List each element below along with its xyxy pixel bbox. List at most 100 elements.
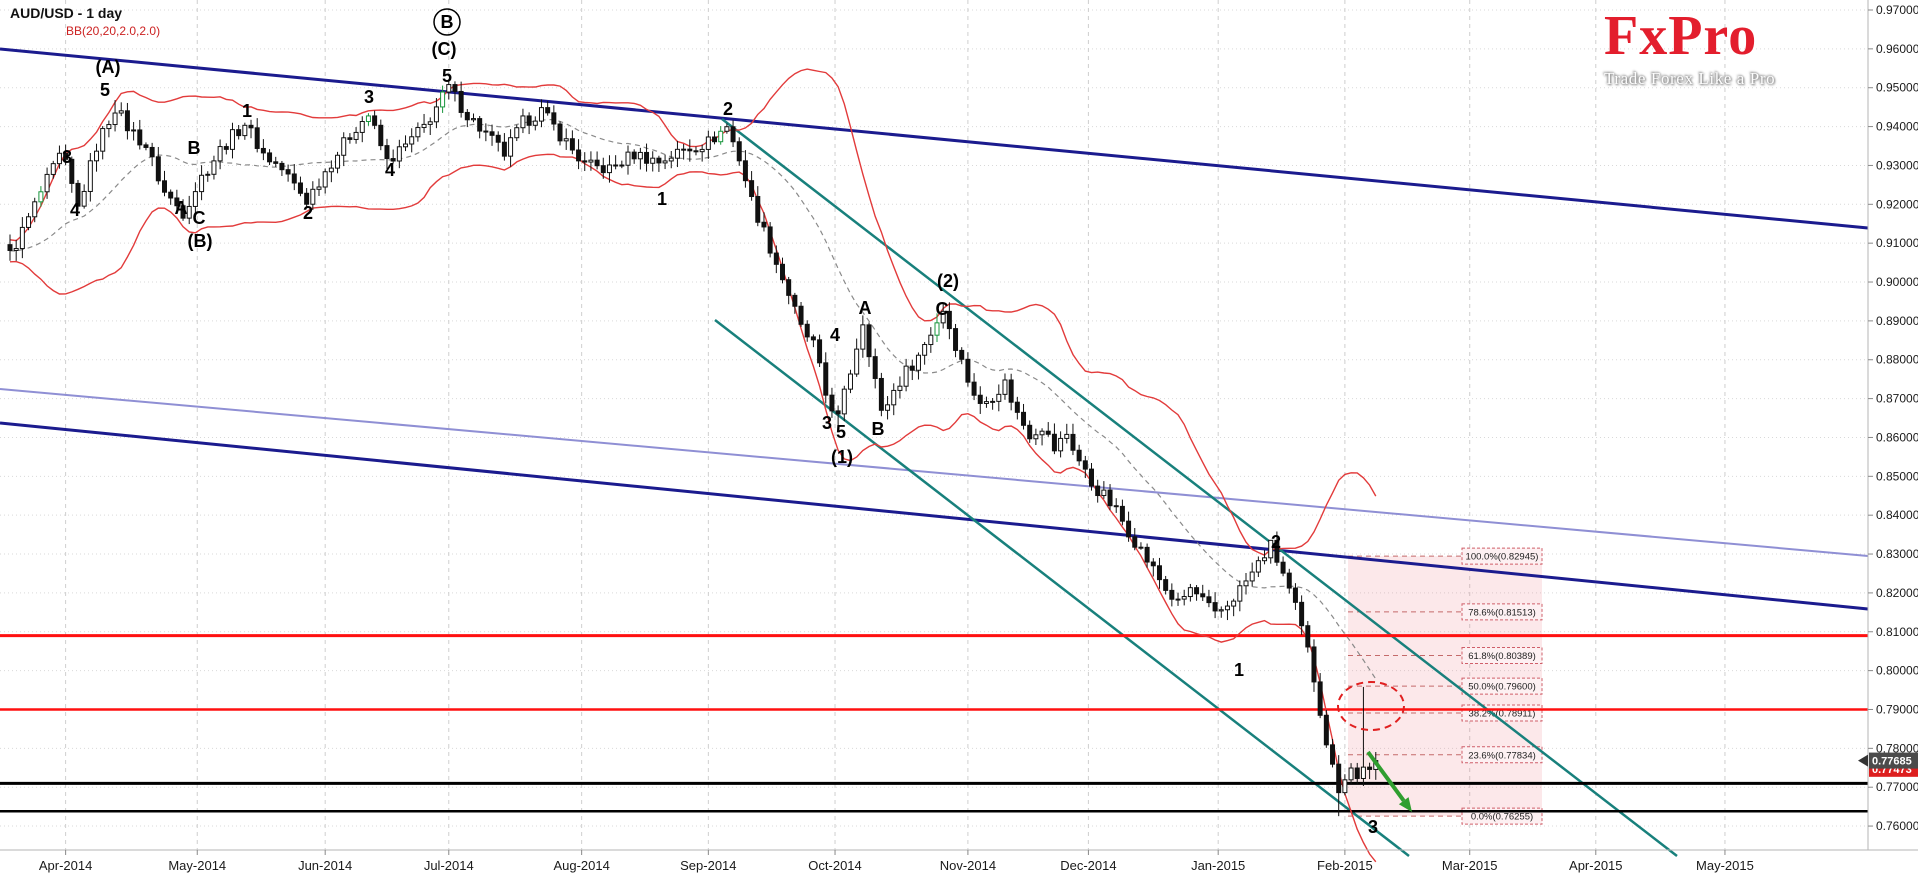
fib-level-label: 23.6%(0.77834) — [1468, 750, 1536, 761]
time-axis-label: Apr-2015 — [1569, 858, 1622, 873]
price-axis-label: 0.77000 — [1876, 780, 1918, 794]
price-axis-label: 0.94000 — [1876, 120, 1918, 134]
price-axis-label: 0.96000 — [1876, 42, 1918, 56]
wave-label: 4 — [70, 200, 80, 220]
time-axis-label: Mar-2015 — [1442, 858, 1498, 873]
price-axis-label: 0.90000 — [1876, 275, 1918, 289]
price-axis-label: 0.93000 — [1876, 158, 1918, 172]
fxpro-logo: FxPro Trade Forex Like a Pro — [1604, 8, 1914, 89]
bb-middle-band — [9, 118, 1377, 680]
wave-label: B — [188, 138, 201, 158]
price-axis-label: 0.81000 — [1876, 625, 1918, 639]
horizontal-levels — [0, 634, 1868, 813]
price-axis: 0.97000 0.96000 0.95000 0.94000 0.93000 0.920… — [1867, 0, 1918, 850]
price-axis-label: 0.85000 — [1876, 469, 1918, 483]
fib-level-label: 38.2%(0.78911) — [1469, 708, 1536, 719]
time-axis-label: Jun-2014 — [298, 858, 352, 873]
wave-label: 4 — [385, 160, 395, 180]
wave-label: 1 — [657, 189, 667, 209]
price-axis-label: 0.91000 — [1876, 236, 1918, 250]
wave-label: 3 — [62, 147, 72, 167]
wave-label: 1 — [1234, 660, 1244, 680]
price-axis-label: 0.95000 — [1876, 81, 1918, 95]
wave-label: 2 — [303, 203, 313, 223]
wave-label: 5 — [100, 80, 110, 100]
time-axis: Apr-2014 May-2014 Jun-2014 Jul-2014 Aug-2014… — [0, 849, 1918, 873]
wave-label: 1 — [242, 101, 252, 121]
price-tag-value: 0.77685 — [1872, 756, 1912, 768]
current-price-marker — [1858, 754, 1868, 767]
time-axis-label: Sep-2014 — [680, 858, 736, 873]
wave-label: 3 — [1368, 817, 1378, 837]
time-axis-label: Nov-2014 — [940, 858, 996, 873]
wave-label-circle — [433, 8, 461, 36]
wave-label: 2 — [1271, 532, 1281, 552]
fib-level-label: 61.8%(0.80389) — [1468, 651, 1536, 662]
wave-label: 4 — [830, 325, 840, 345]
bollinger-bands — [9, 68, 1377, 863]
time-axis-label: May-2014 — [168, 858, 226, 873]
price-axis-label: 0.86000 — [1876, 430, 1918, 444]
channel-lower-line — [0, 421, 1869, 611]
wave-label: 3 — [364, 87, 374, 107]
wave-label: B — [872, 419, 885, 439]
trend-lines — [0, 47, 1869, 857]
downtrend-line-upper — [721, 118, 1678, 857]
fib-level-label: 78.6%(0.81513) — [1468, 607, 1536, 618]
wave-label: C — [936, 299, 949, 319]
wave-label: 2 — [723, 99, 733, 119]
indicator-label: BB(20,20,2.0,2.0) — [66, 24, 161, 38]
candles — [7, 79, 1379, 817]
symbol-title: AUD/USD - 1 day — [10, 5, 123, 21]
time-axis-label: Jul-2014 — [424, 858, 474, 873]
time-axis-label: Apr-2014 — [39, 858, 92, 873]
price-axis-label: 0.76000 — [1876, 819, 1918, 833]
channel-upper-line — [0, 47, 1869, 230]
price-axis-label: 0.97000 — [1876, 3, 1918, 17]
wave-label: C — [193, 208, 206, 228]
wave-label: A — [859, 298, 872, 318]
price-axis-label: 0.79000 — [1876, 702, 1918, 716]
price-axis-label: 0.89000 — [1876, 314, 1918, 328]
channel-inner-line — [0, 388, 1869, 557]
logo-tagline: Trade Forex Like a Pro — [1604, 69, 1776, 88]
price-axis-label: 0.83000 — [1876, 547, 1918, 561]
price-axis-label: 0.88000 — [1876, 353, 1918, 367]
time-axis-label: Oct-2014 — [808, 858, 861, 873]
bb-upper-band — [9, 68, 1377, 557]
price-axis-label: 0.80000 — [1876, 664, 1918, 678]
time-axis-label: Aug-2014 — [553, 858, 609, 873]
gridlines — [0, 0, 1868, 850]
price-axis-label: 0.87000 — [1876, 392, 1918, 406]
logo-text: FxPro — [1604, 5, 1758, 67]
time-axis-label: Jan-2015 — [1191, 858, 1245, 873]
price-axis-label: 0.84000 — [1876, 508, 1918, 522]
arrow-shaft — [1366, 750, 1406, 802]
fib-level-label: 0.0%(0.76255) — [1471, 812, 1533, 823]
wave-label: 3 — [822, 413, 832, 433]
wave-label: B — [441, 12, 454, 32]
forecast-arrow — [1366, 750, 1412, 812]
time-axis-label: Dec-2014 — [1060, 858, 1116, 873]
highlight-ellipse — [1337, 681, 1405, 731]
bb-lower-band — [9, 153, 1377, 863]
price-axis-label: 0.82000 — [1876, 586, 1918, 600]
fibonacci-retracement: 100.0%(0.82945) 78.6%(0.81513) 61.8%(0.803… — [1348, 547, 1543, 825]
wave-label: (1) — [831, 447, 853, 467]
price-axis-label: 0.78000 — [1876, 741, 1918, 755]
wave-label: (C) — [432, 39, 457, 59]
fib-level-label: 50.0%(0.79600) — [1468, 682, 1536, 693]
time-axis-label: May-2015 — [1696, 858, 1754, 873]
wave-label: (2) — [937, 271, 959, 291]
fib-level-label: 100.0%(0.82945) — [1466, 552, 1539, 563]
wave-label: A — [175, 198, 188, 218]
wave-label: 5 — [442, 66, 452, 86]
arrow-head — [1398, 797, 1412, 812]
wave-label: 5 — [836, 422, 846, 442]
price-axis-label: 0.92000 — [1876, 197, 1918, 211]
wave-label: (A) — [96, 57, 121, 77]
